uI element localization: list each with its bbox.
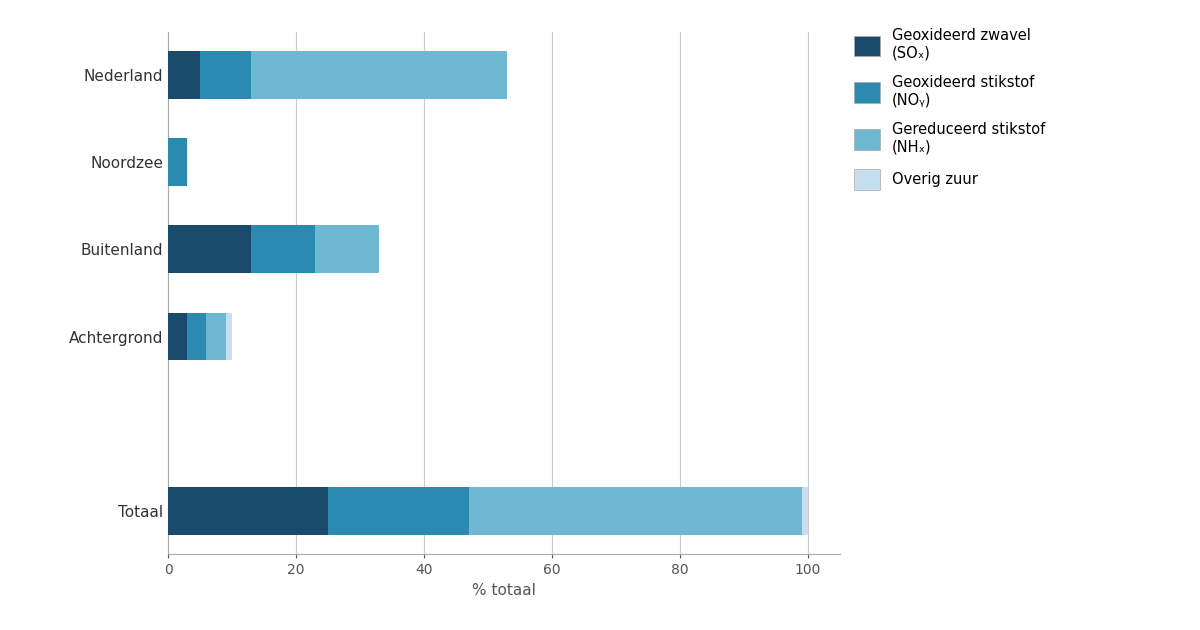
Bar	[168, 487, 328, 535]
Bar	[168, 138, 187, 186]
X-axis label: % totaal: % totaal	[472, 583, 536, 598]
Bar	[168, 312, 187, 360]
Bar	[316, 226, 379, 273]
Bar	[206, 312, 226, 360]
Legend: Geoxideerd zwavel
(SOₓ), Geoxideerd stikstof
(NOᵧ), Gereduceerd stikstof
(NHₓ), : Geoxideerd zwavel (SOₓ), Geoxideerd stik…	[847, 21, 1052, 197]
Bar	[200, 51, 251, 99]
Bar	[251, 51, 508, 99]
Bar	[187, 312, 206, 360]
Bar	[251, 226, 316, 273]
Bar	[328, 487, 469, 535]
Bar	[802, 487, 808, 535]
Bar	[168, 226, 251, 273]
Bar	[469, 487, 802, 535]
Bar	[226, 312, 232, 360]
Bar	[168, 51, 200, 99]
